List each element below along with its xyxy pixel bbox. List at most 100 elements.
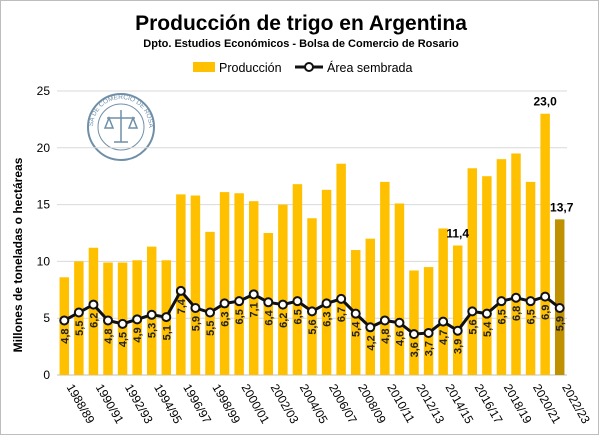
production-bar <box>117 262 128 375</box>
x-tick-label: 2012/13 <box>413 382 447 427</box>
production-bar <box>248 201 259 375</box>
area-value-label: 4,2 <box>365 335 377 350</box>
area-marker <box>481 308 492 319</box>
legend: Producción Área sembrada <box>193 60 413 75</box>
area-marker <box>307 306 317 317</box>
chart-title: Producción de trigo en Argentina <box>135 12 467 35</box>
area-marker <box>438 316 449 327</box>
area-value-label: 6,5 <box>292 309 304 324</box>
y-tick-label: 15 <box>37 198 51 212</box>
area-marker <box>132 314 143 325</box>
y-tick-label: 5 <box>43 311 50 325</box>
area-marker <box>117 318 128 329</box>
x-tick-label: 2004/05 <box>297 382 331 427</box>
area-marker <box>467 306 478 317</box>
area-marker <box>525 296 536 307</box>
area-value-label: 5,3 <box>147 323 159 338</box>
x-tick-label: 1994/95 <box>151 382 185 427</box>
area-marker <box>277 299 288 310</box>
x-tick-label: 2008/09 <box>355 382 389 427</box>
production-bar <box>511 153 521 375</box>
data-labels: 4,85,56,24,8 4,5 4,9 5,3 5,17,45,9 5,56,3 6,5 7… <box>59 95 573 358</box>
production-bar <box>278 204 288 375</box>
x-tick-label: 2000/01 <box>239 382 273 427</box>
production-bar <box>452 245 463 375</box>
y-tick-label: 0 <box>43 368 50 382</box>
area-marker <box>73 307 84 318</box>
production-bar <box>438 228 448 375</box>
area-marker <box>59 315 70 326</box>
area-marker <box>263 297 274 308</box>
production-bar <box>74 261 84 375</box>
area-marker <box>190 302 201 313</box>
area-marker <box>146 309 157 320</box>
x-tick-label: 1996/97 <box>180 382 214 427</box>
area-value-label: 6,3 <box>322 311 334 326</box>
x-tick-label: 2002/03 <box>268 382 302 427</box>
production-bar <box>321 189 332 375</box>
legend-area-label: Área sembrada <box>327 60 413 75</box>
area-value-label: 6,2 <box>278 313 290 328</box>
x-tick-label: 1990/91 <box>93 382 127 427</box>
x-tick-label: 2006/07 <box>326 382 360 427</box>
production-bar <box>176 194 186 375</box>
x-tick-label: 2010/11 <box>384 382 418 426</box>
area-marker <box>248 289 259 300</box>
production-bar <box>409 270 419 375</box>
area-value-label: 7,1 <box>249 302 261 317</box>
area-marker <box>540 291 551 302</box>
x-tick-label: 2018/19 <box>501 382 535 427</box>
area-value-label: 4,8 <box>59 328 71 343</box>
area-value-label: 6,8 <box>511 306 523 321</box>
y-axis-label: Millones de toneladas o hectáreas <box>11 157 25 352</box>
x-tick-label: 2014/15 <box>443 382 477 427</box>
area-value-label: 5,6 <box>467 319 479 334</box>
area-marker <box>511 292 521 303</box>
area-value-label: 5,5 <box>205 321 217 336</box>
area-marker <box>219 298 230 309</box>
area-marker <box>205 307 215 318</box>
production-bar <box>205 231 215 375</box>
production-bar <box>380 181 390 375</box>
area-value-label: 5,4 <box>351 321 363 337</box>
production-bar <box>496 159 507 375</box>
area-value-label: 3,6 <box>409 342 421 357</box>
area-marker <box>103 315 113 326</box>
area-value-label: 6,4 <box>263 309 275 325</box>
legend-production-swatch <box>193 62 215 72</box>
area-marker <box>234 296 245 307</box>
production-bar <box>190 195 201 375</box>
area-marker <box>452 325 463 336</box>
area-marker <box>409 329 419 340</box>
area-marker <box>161 312 172 323</box>
production-bar <box>554 219 565 375</box>
area-value-label: 5,4 <box>482 321 494 337</box>
area-value-label: 6,3 <box>220 311 232 326</box>
area-value-label: 3,7 <box>424 341 436 356</box>
area-marker <box>336 293 347 304</box>
x-tick-label: 2016/17 <box>472 382 506 427</box>
area-value-label: 6,5 <box>234 309 246 324</box>
chart-subtitle: Dpto. Estudios Económicos - Bolsa de Com… <box>143 38 459 50</box>
area-value-label: 4,7 <box>438 330 450 345</box>
area-line <box>59 285 565 340</box>
area-value-label: 4,5 <box>118 332 130 347</box>
x-axis-ticks: 1988/891990/911992/931994/951996/971998/… <box>64 382 593 427</box>
area-marker <box>423 327 434 338</box>
production-bar <box>88 247 99 375</box>
y-tick-label: 10 <box>37 254 51 268</box>
area-marker <box>379 315 390 326</box>
production-bar <box>482 176 492 375</box>
production-bar <box>219 192 230 375</box>
area-marker <box>292 296 303 307</box>
x-tick-label: 2020/21 <box>530 382 564 427</box>
x-tick-label: 1992/93 <box>122 382 156 427</box>
production-bar <box>525 181 536 375</box>
area-marker <box>496 296 507 307</box>
area-marker <box>554 302 565 313</box>
production-bar <box>336 163 346 375</box>
area-value-label: 4,9 <box>132 327 144 342</box>
area-value-label: 5,6 <box>307 319 319 334</box>
